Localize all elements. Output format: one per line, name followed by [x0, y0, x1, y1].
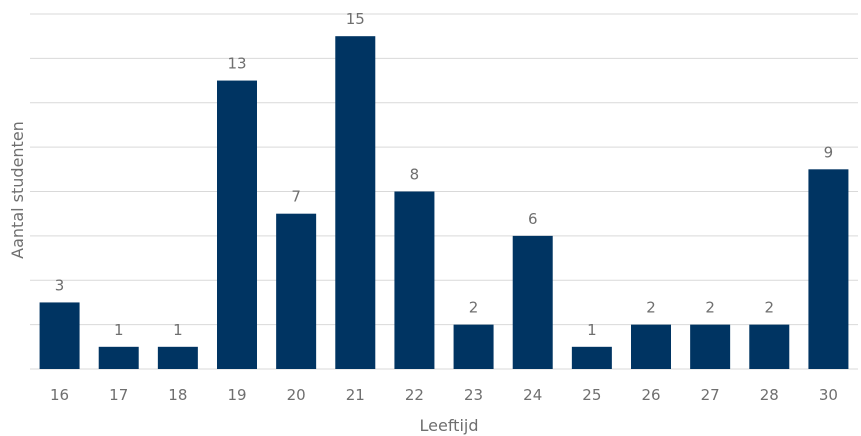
bar-age-26 — [631, 324, 671, 369]
x-tick-label-19: 19 — [227, 386, 246, 404]
data-label-age-28: 2 — [765, 299, 775, 317]
bar-age-27 — [690, 324, 731, 369]
x-tick-label-17: 17 — [109, 386, 128, 404]
x-tick-label-24: 24 — [523, 386, 542, 404]
bar-age-28 — [749, 324, 790, 369]
data-label-age-20: 7 — [291, 188, 301, 206]
x-axis-title: Leeftijd — [420, 416, 479, 435]
x-tick-label-23: 23 — [464, 386, 483, 404]
data-label-age-22: 8 — [410, 166, 420, 184]
bar-age-19 — [217, 80, 257, 369]
gridlines — [30, 13, 858, 370]
bar-age-18 — [157, 346, 198, 369]
x-tick-labels: 16 17 18 19 20 21 22 23 24 25 26 27 28 30 — [50, 386, 838, 404]
data-label-age-16: 3 — [55, 276, 65, 294]
bar-age-30 — [808, 169, 849, 369]
bar-age-22 — [394, 191, 435, 369]
data-label-age-25: 1 — [587, 321, 597, 339]
y-axis-title: Aantal studenten — [8, 121, 27, 259]
bar-age-23 — [453, 324, 494, 369]
bars — [39, 36, 849, 369]
bar-age-20 — [276, 213, 317, 369]
data-label-age-21: 15 — [346, 10, 365, 28]
data-label-age-27: 2 — [705, 299, 715, 317]
x-tick-label-25: 25 — [582, 386, 601, 404]
data-label-age-26: 2 — [646, 299, 656, 317]
bar-age-25 — [571, 346, 612, 369]
data-labels: 3 1 1 13 7 15 8 2 6 1 2 2 2 9 — [55, 10, 833, 339]
x-tick-label-28: 28 — [760, 386, 779, 404]
bar-age-16 — [39, 302, 80, 369]
bar-age-17 — [98, 346, 139, 369]
x-tick-label-22: 22 — [405, 386, 424, 404]
x-tick-label-20: 20 — [287, 386, 306, 404]
bar-age-21 — [335, 36, 376, 369]
data-label-age-18: 1 — [173, 321, 183, 339]
data-label-age-23: 2 — [469, 299, 479, 317]
x-tick-label-30: 30 — [819, 386, 838, 404]
data-label-age-24: 6 — [528, 210, 538, 228]
data-label-age-19: 13 — [227, 55, 246, 73]
x-tick-label-27: 27 — [701, 386, 720, 404]
bar-age-24 — [512, 235, 553, 369]
x-tick-label-26: 26 — [641, 386, 660, 404]
x-tick-label-16: 16 — [50, 386, 69, 404]
x-tick-label-18: 18 — [168, 386, 187, 404]
data-label-age-17: 1 — [114, 321, 124, 339]
data-label-age-30: 9 — [824, 143, 834, 161]
x-tick-label-21: 21 — [346, 386, 365, 404]
